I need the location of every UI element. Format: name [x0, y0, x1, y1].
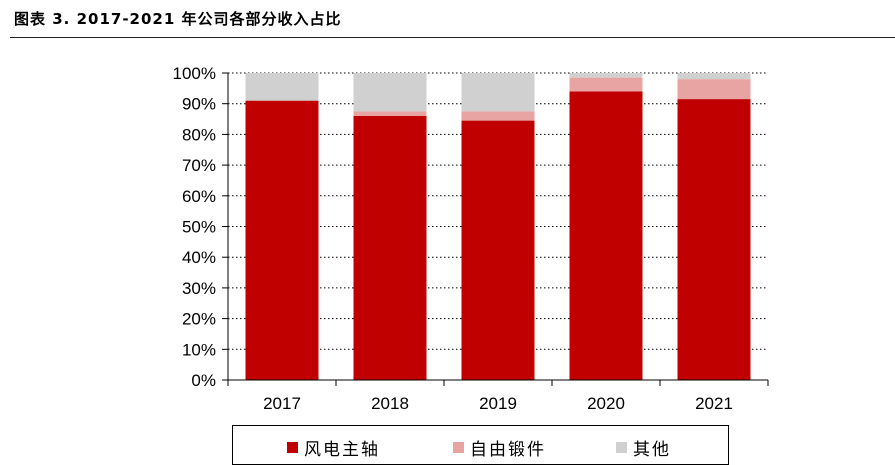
bar-segment-series-2: [569, 73, 643, 78]
legend-label-series-1: 自由锻件: [470, 440, 546, 460]
y-tick-label: 30%: [182, 279, 216, 298]
y-tick-label: 50%: [182, 218, 216, 237]
legend-swatch-series-0: [287, 442, 298, 453]
stacked-bar-chart: 0%10%20%30%40%50%60%70%80%90%100% 2017 20…: [173, 64, 769, 413]
chart-legend: 风电主轴 自由锻件 其他: [232, 425, 729, 465]
bar-segment-series-0: [569, 91, 643, 381]
bar-segment-series-1: [569, 77, 643, 92]
figure-title: 图表 3. 2017-2021 年公司各部分收入占比: [14, 10, 342, 28]
title-divider: [10, 37, 895, 38]
bar-segment-series-1: [461, 111, 535, 121]
legend-item-series-2: 其他: [616, 435, 671, 460]
y-tick-labels: 0% 10% 20% 30% 40% 50% 60% 70% 80% 90% 100%: [173, 64, 216, 390]
y-tick-label: 100%: [173, 64, 216, 83]
y-tick-label: 60%: [182, 187, 216, 206]
x-tick-labels: 2017 2018 2019 2020 2021: [263, 394, 733, 413]
legend-swatch-series-2: [616, 442, 627, 453]
bar-segment-series-2: [461, 73, 535, 112]
x-tick-label: 2019: [479, 394, 517, 413]
bar-segment-series-2: [245, 73, 319, 101]
bar-segment-series-0: [677, 99, 751, 380]
y-tick-label: 90%: [182, 95, 216, 114]
y-tick-label: 70%: [182, 156, 216, 175]
x-tick-label: 2017: [263, 394, 301, 413]
y-tick-label: 0%: [191, 371, 216, 390]
bar-segment-series-0: [461, 120, 535, 381]
legend-label-series-2: 其他: [633, 440, 671, 460]
bar-segment-series-0: [245, 100, 319, 380]
y-tick-label: 80%: [182, 125, 216, 144]
x-tick-label: 2018: [371, 394, 409, 413]
legend-label-series-0: 风电主轴: [304, 440, 380, 460]
bar-segment-series-0: [353, 115, 427, 380]
legend-swatch-series-1: [453, 442, 464, 453]
y-tick-label: 20%: [182, 310, 216, 329]
legend-item-series-0: 风电主轴: [287, 435, 380, 460]
y-tick-label: 10%: [182, 340, 216, 359]
legend-item-series-1: 自由锻件: [453, 435, 546, 460]
bar-segment-series-1: [677, 79, 751, 100]
axes: [222, 72, 769, 386]
bars: [245, 73, 751, 381]
bar-segment-series-2: [353, 73, 427, 112]
x-tick-label: 2020: [587, 394, 625, 413]
x-tick-label: 2021: [695, 394, 733, 413]
bar-segment-series-2: [677, 73, 751, 80]
bar-segment-series-1: [353, 111, 427, 116]
y-tick-label: 40%: [182, 248, 216, 267]
